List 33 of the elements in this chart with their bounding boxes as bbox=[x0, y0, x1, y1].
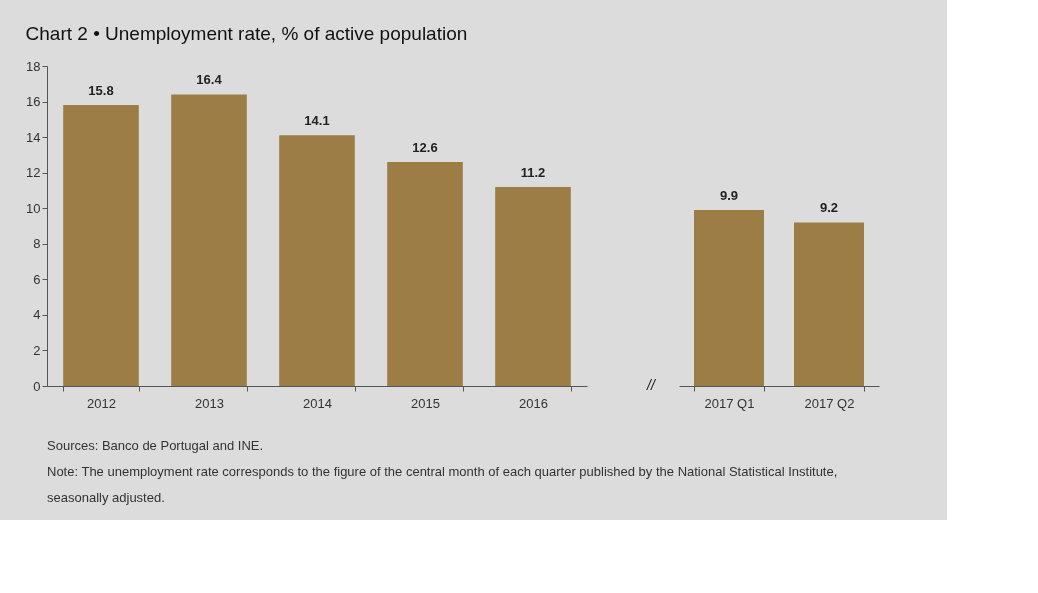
data-label: 11.2 bbox=[520, 164, 546, 180]
y-tick-label: 14 bbox=[26, 129, 41, 145]
y-tick-label: 0 bbox=[33, 378, 41, 394]
x-tick-label: 2017 Q1 bbox=[704, 395, 755, 411]
x-tick-label: 2013 bbox=[195, 395, 224, 411]
x-tick-label: 2016 bbox=[519, 395, 548, 411]
y-tick-label: 4 bbox=[33, 307, 41, 323]
x-tick-label: 2014 bbox=[303, 395, 332, 411]
y-tick-label: 18 bbox=[26, 58, 41, 74]
bar bbox=[387, 162, 463, 386]
x-tick-label: 2012 bbox=[87, 395, 116, 411]
bar bbox=[495, 186, 571, 386]
bar bbox=[171, 94, 247, 386]
source-note: Sources: Banco de Portugal and INE. bbox=[47, 438, 264, 453]
text: // bbox=[646, 377, 657, 393]
y-tick-label: 8 bbox=[33, 236, 41, 252]
y-tick-label: 16 bbox=[26, 94, 41, 110]
data-label: 15.8 bbox=[88, 83, 114, 99]
x-tick-label: 2017 Q2 bbox=[804, 395, 855, 411]
x-tick-label: 2015 bbox=[411, 395, 440, 411]
y-tick-label: 10 bbox=[26, 200, 41, 216]
data-label: 9.2 bbox=[819, 200, 839, 216]
bar bbox=[279, 135, 355, 386]
y-tick-label: 6 bbox=[33, 271, 41, 287]
y-tick-label: 2 bbox=[33, 342, 41, 358]
data-label: 16.4 bbox=[196, 72, 223, 88]
data-label: 9.9 bbox=[719, 188, 739, 203]
chart-title: Chart 2 • Unemployment rate, % of active population bbox=[25, 23, 468, 44]
text: Note: The unemployment rate corresponds to the figure of the central month of each quarter published by the National Statistical Institute, seasonally adjusted. bbox=[47, 464, 838, 505]
bar bbox=[63, 105, 139, 386]
data-label: 14.1 bbox=[304, 113, 330, 129]
data-label: 12.6 bbox=[412, 140, 438, 155]
y-tick-label: 12 bbox=[26, 165, 41, 181]
